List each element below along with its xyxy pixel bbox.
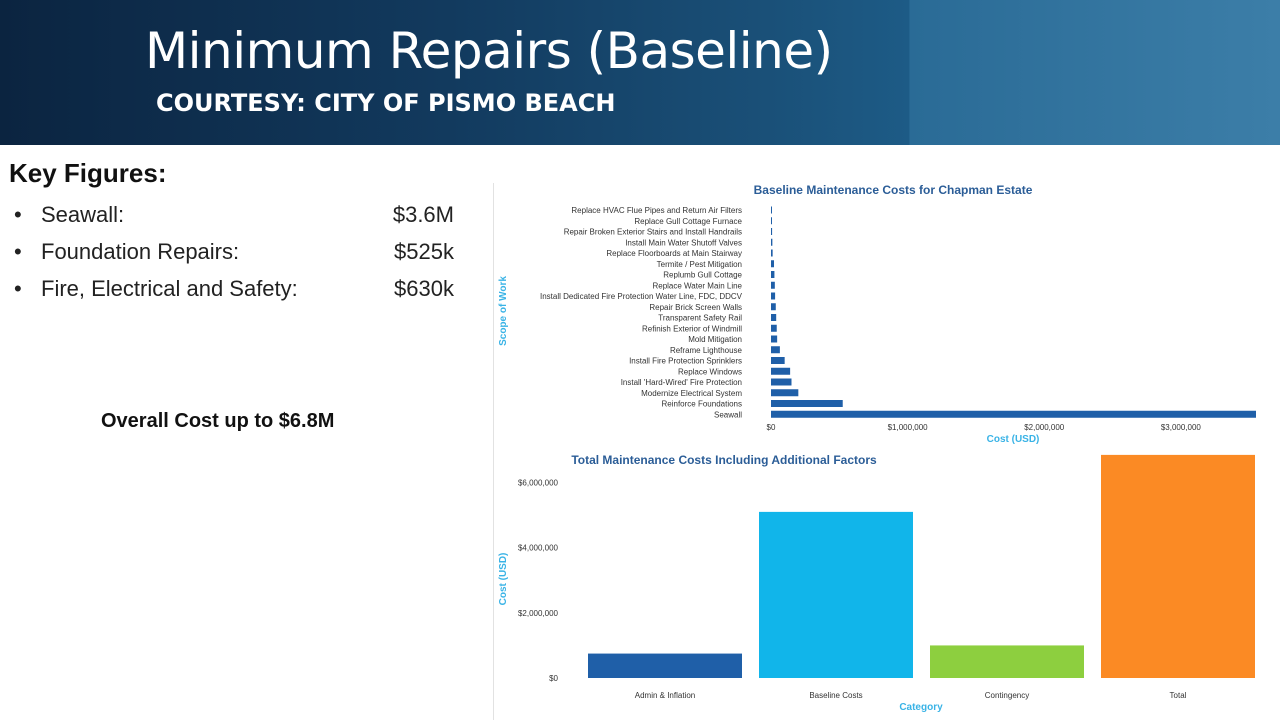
chart2-category-label: Total xyxy=(1170,691,1187,700)
chart1-category-label: Repair Broken Exterior Stairs and Instal… xyxy=(564,228,742,237)
chart2-bar xyxy=(588,653,742,678)
chart1-bar xyxy=(771,314,777,321)
chart1-bar xyxy=(771,292,776,300)
title-banner: Minimum Repairs (Baseline) COURTESY: CIT… xyxy=(0,0,1280,145)
key-figures-heading: Key Figures: xyxy=(9,158,167,188)
chart1-x-tick-label: $2,000,000 xyxy=(1024,423,1065,432)
key-figure-value: $525k xyxy=(394,239,454,264)
chart1-category-label: Replace Gull Cottage Furnace xyxy=(634,217,742,226)
chart1-bar xyxy=(771,324,777,332)
chart1-category-label: Mold Mitigation xyxy=(688,335,742,344)
chart1-category-label: Install Dedicated Fire Protection Water … xyxy=(540,292,743,301)
chart2-bar xyxy=(930,645,1084,678)
chart1-bar xyxy=(771,389,799,397)
chart2-title: Total Maintenance Costs Including Additi… xyxy=(571,453,877,467)
chart1-bar xyxy=(771,271,775,278)
chart1-x-tick-label: $3,000,000 xyxy=(1161,423,1202,432)
chart2-y-tick-label: $2,000,000 xyxy=(518,609,559,618)
key-figure-value: $3.6M xyxy=(392,202,454,227)
chart1-category-label: Install Fire Protection Sprinklers xyxy=(629,357,742,366)
chart2-y-tick-label: $6,000,000 xyxy=(518,479,559,488)
chart1-category-label: Reframe Lighthouse xyxy=(670,346,743,355)
chart2-category-label: Admin & Inflation xyxy=(635,691,695,700)
bullet: • xyxy=(14,239,22,264)
chart1-bar xyxy=(771,357,785,364)
chart1-bar xyxy=(771,281,775,289)
chart1-category-label: Repair Brick Screen Walls xyxy=(649,303,742,312)
chart1-bar xyxy=(771,228,773,235)
chart1-bar xyxy=(771,335,778,343)
chart1-bar xyxy=(771,249,773,257)
chart1-bar xyxy=(771,378,792,386)
chart1-category-label: Install 'Hard-Wired' Fire Protection xyxy=(621,378,742,387)
chart1-category-label: Replace Windows xyxy=(678,367,742,376)
bullet: • xyxy=(14,202,22,227)
key-figure-label: Foundation Repairs: xyxy=(41,239,240,264)
chart1-bar xyxy=(771,400,843,407)
chart2-x-axis-label: Category xyxy=(899,702,943,713)
chart1-bar xyxy=(771,303,776,311)
chart2-y-axis-label: Cost (USD) xyxy=(498,553,509,606)
chart1-category-label: Reinforce Foundations xyxy=(662,400,743,409)
chart2-bar xyxy=(1101,454,1255,678)
key-figure-label: Fire, Electrical and Safety: xyxy=(41,276,298,301)
chart1-category-label: Transparent Safety Rail xyxy=(658,314,742,323)
chart1-bar xyxy=(771,238,773,246)
charts-svg: Baseline Maintenance Costs for Chapman E… xyxy=(498,183,1256,713)
chart1-bar xyxy=(771,217,772,225)
chart1-bar xyxy=(771,410,1256,418)
chart1-bar xyxy=(771,346,780,354)
chart2-category-label: Contingency xyxy=(985,691,1029,700)
chart1-x-tick-label: $1,000,000 xyxy=(888,423,929,432)
chart2-y-tick-label: $0 xyxy=(549,674,558,683)
chart1-category-label: Replumb Gull Cottage xyxy=(663,271,742,280)
chart1-bar xyxy=(771,367,791,375)
chart1-category-label: Seawall xyxy=(714,410,742,419)
chart1-category-label: Install Main Water Shutoff Valves xyxy=(625,238,742,247)
key-figure-value: $630k xyxy=(394,276,454,301)
chart2-category-label: Baseline Costs xyxy=(809,691,862,700)
key-figure-label: Seawall: xyxy=(41,202,125,227)
chart2-bar xyxy=(759,511,913,678)
slide-title: Minimum Repairs (Baseline) xyxy=(145,22,833,80)
chart1-category-label: Replace Floorboards at Main Stairway xyxy=(606,249,742,258)
chart1-category-label: Replace HVAC Flue Pipes and Return Air F… xyxy=(571,206,742,215)
chart-panel: Baseline Maintenance Costs for Chapman E… xyxy=(493,183,1280,720)
chart1-title: Baseline Maintenance Costs for Chapman E… xyxy=(754,183,1033,197)
chart1-bar xyxy=(771,260,775,268)
chart1-category-label: Refinish Exterior of Windmill xyxy=(642,324,742,333)
chart1-y-axis-label: Scope of Work xyxy=(498,276,509,346)
chart1-x-axis-label: Cost (USD) xyxy=(987,434,1040,445)
courtesy-line: COURTESY: CITY OF PISMO BEACH xyxy=(156,89,616,117)
bullet: • xyxy=(14,276,22,301)
chart1-x-tick-label: $0 xyxy=(767,423,776,432)
chart1-category-label: Termite / Pest Mitigation xyxy=(657,260,742,269)
chart1-category-label: Replace Water Main Line xyxy=(652,281,742,290)
chart2-y-tick-label: $4,000,000 xyxy=(518,544,559,553)
chart1-category-label: Modernize Electrical System xyxy=(641,389,742,398)
chart1-bar xyxy=(771,206,772,214)
overall-cost: Overall Cost up to $6.8M xyxy=(101,410,335,432)
